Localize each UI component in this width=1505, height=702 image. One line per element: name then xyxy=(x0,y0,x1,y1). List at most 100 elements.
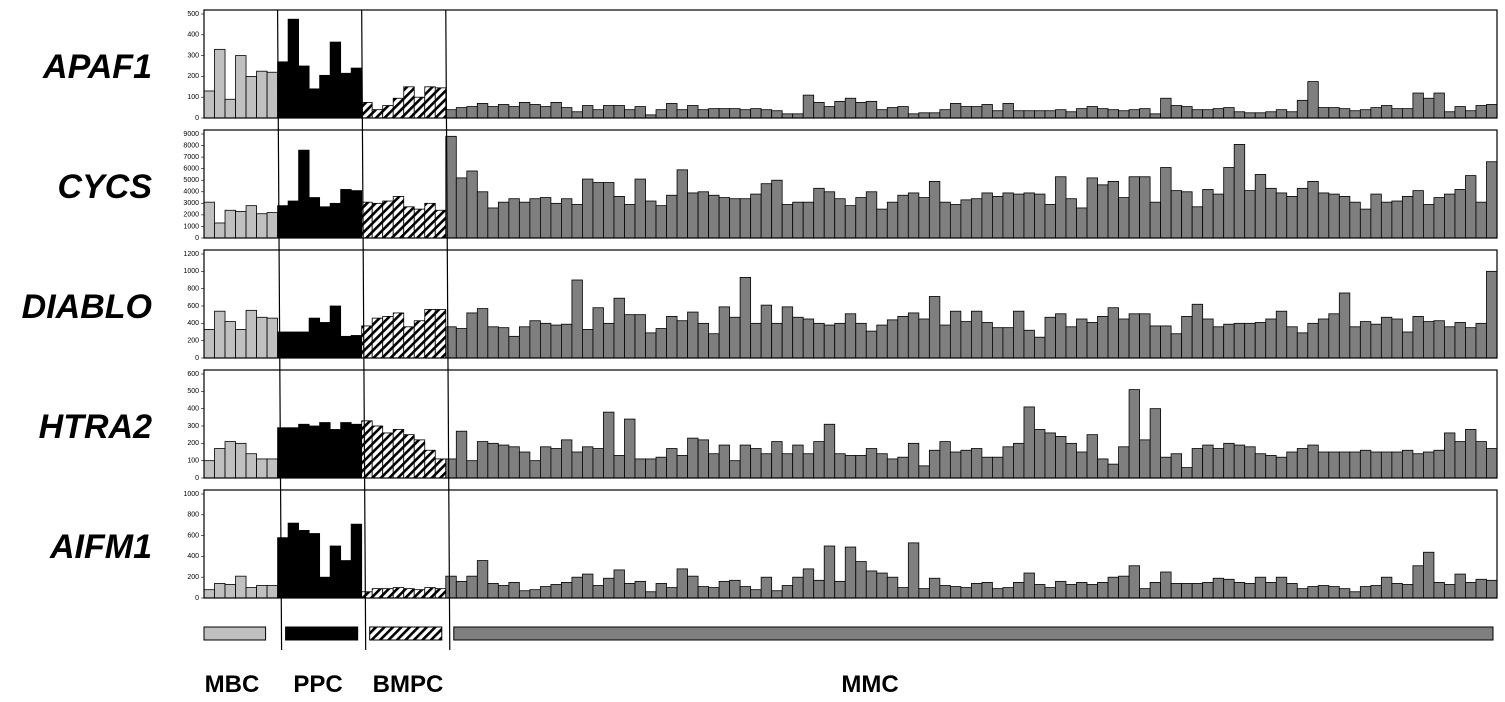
bar xyxy=(518,102,531,119)
bar xyxy=(729,198,741,239)
bar xyxy=(518,326,531,359)
bar xyxy=(792,444,804,479)
bar xyxy=(308,317,321,359)
bar xyxy=(1454,189,1466,239)
bar xyxy=(897,587,909,599)
bar xyxy=(781,113,794,119)
bar xyxy=(1317,318,1330,359)
bar xyxy=(1128,389,1140,479)
bar xyxy=(518,451,531,479)
bar xyxy=(277,61,289,119)
bar xyxy=(750,589,762,599)
bar xyxy=(907,442,920,479)
bar xyxy=(582,178,594,239)
bar xyxy=(1076,582,1088,599)
bar xyxy=(981,104,993,119)
bar xyxy=(760,453,773,479)
bar xyxy=(235,442,247,479)
bar xyxy=(350,335,363,359)
bar xyxy=(1181,106,1193,119)
bar xyxy=(1002,446,1014,479)
bar xyxy=(1349,451,1361,479)
bar xyxy=(844,313,857,359)
bar xyxy=(382,432,394,479)
bar xyxy=(287,427,300,479)
bar xyxy=(1275,456,1288,479)
bar xyxy=(1265,111,1277,119)
group-divider xyxy=(445,9,451,651)
bar xyxy=(224,584,236,599)
bar xyxy=(1097,458,1109,479)
bar xyxy=(760,304,773,359)
bar xyxy=(624,204,636,239)
bar xyxy=(823,545,836,599)
bar xyxy=(235,328,247,359)
bar xyxy=(214,310,226,359)
y-tick-label: 400 xyxy=(187,406,199,413)
bar xyxy=(802,568,815,599)
bar xyxy=(886,201,899,239)
bar xyxy=(413,589,426,599)
legend-label: MBC xyxy=(205,671,260,698)
bar xyxy=(1212,577,1225,599)
bar xyxy=(1013,442,1025,479)
bar xyxy=(771,179,783,239)
bar xyxy=(739,198,752,239)
bar xyxy=(708,194,720,239)
bar xyxy=(992,327,1004,359)
bar xyxy=(666,315,678,359)
bar xyxy=(529,104,541,119)
bar xyxy=(1486,579,1498,599)
bar xyxy=(771,110,783,119)
bar xyxy=(634,458,646,479)
bar xyxy=(928,180,941,239)
bar xyxy=(729,316,741,359)
bar xyxy=(382,588,394,599)
bar xyxy=(897,315,909,359)
y-tick-label: 400 xyxy=(187,320,199,327)
bar xyxy=(992,195,1004,239)
bar xyxy=(1296,99,1309,119)
bar xyxy=(582,105,594,119)
bar xyxy=(1149,113,1162,119)
bar xyxy=(708,108,720,119)
bar xyxy=(781,204,794,239)
bar xyxy=(1170,105,1183,119)
bar xyxy=(1412,92,1424,119)
bar xyxy=(897,194,909,239)
bar xyxy=(603,577,615,599)
bar xyxy=(539,322,552,359)
bar xyxy=(823,191,836,239)
panel-frame xyxy=(203,249,1498,359)
bar xyxy=(1286,583,1298,599)
bar xyxy=(1034,110,1046,119)
bar xyxy=(676,568,688,599)
bar xyxy=(960,321,972,359)
bar xyxy=(1034,336,1046,359)
bar xyxy=(508,335,520,359)
bar xyxy=(1391,108,1403,119)
bar xyxy=(981,322,993,359)
bar xyxy=(1391,318,1403,359)
bar xyxy=(371,588,384,599)
bar xyxy=(277,537,289,599)
bar xyxy=(413,320,426,359)
bar xyxy=(434,209,447,239)
bar xyxy=(666,587,678,599)
bar xyxy=(939,441,951,479)
bar xyxy=(928,449,941,479)
bar xyxy=(235,575,247,599)
bar xyxy=(697,586,709,599)
y-tick-label: 8000 xyxy=(183,142,199,149)
bar xyxy=(687,105,699,119)
bar xyxy=(1286,111,1298,119)
bar xyxy=(1401,195,1414,239)
bar xyxy=(613,105,625,119)
bar xyxy=(298,149,310,239)
bar xyxy=(245,453,257,479)
bar xyxy=(256,585,268,599)
bar xyxy=(834,198,846,239)
bar xyxy=(1118,110,1130,119)
bar xyxy=(455,107,468,119)
bar xyxy=(1244,583,1256,599)
